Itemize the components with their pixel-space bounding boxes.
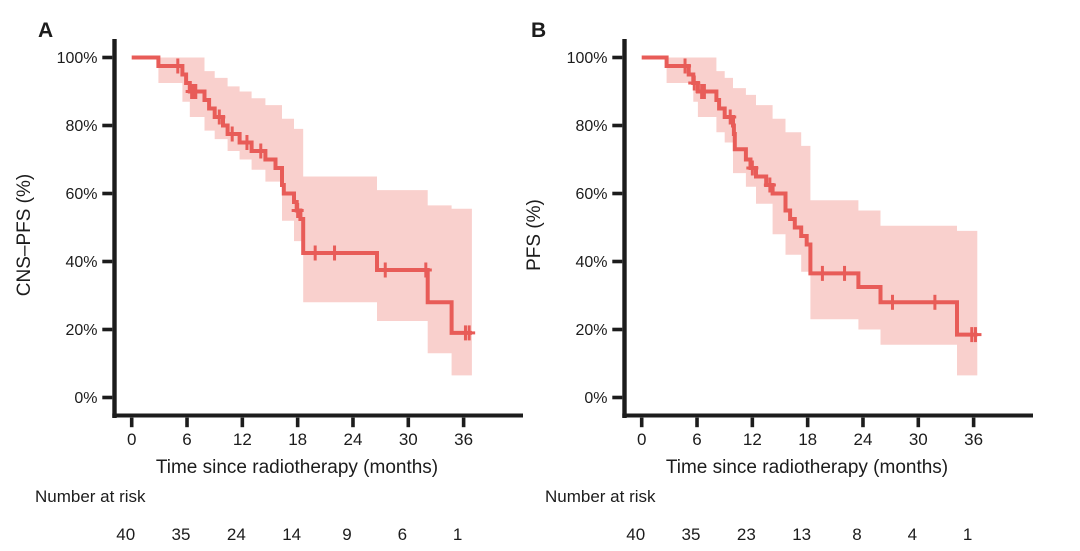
number-at-risk-value: 4 bbox=[908, 525, 917, 544]
x-axis-tick bbox=[805, 417, 810, 428]
panel-b-plot: 100% 80% 60% 40% 20% 0% 0 6 12 18 24 30 36 40 35 23 13 8 4… bbox=[567, 39, 1033, 544]
y-tick-label: 0% bbox=[584, 390, 607, 407]
x-axis-tick bbox=[351, 417, 355, 428]
panel-a-plot: 100% 80% 60% 40% 20% 0% 0 6 12 18 24 30 36 40 35 24 14 9 6… bbox=[57, 39, 524, 544]
y-axis-tick bbox=[612, 123, 623, 128]
x-axis-label-b: Time since radiotherapy (months) bbox=[666, 457, 948, 478]
y-axis-tick bbox=[612, 327, 623, 332]
panel-label-a: A bbox=[38, 19, 53, 42]
number-at-risk-value: 6 bbox=[398, 525, 407, 544]
y-axis-tick bbox=[612, 191, 623, 196]
risk-table-title-b: Number at risk bbox=[545, 487, 656, 506]
number-at-risk-value: 40 bbox=[626, 525, 645, 544]
y-axis-line bbox=[622, 39, 627, 418]
y-axis-tick bbox=[102, 327, 113, 332]
confidence-band bbox=[158, 57, 472, 376]
x-axis-tick bbox=[695, 417, 699, 428]
x-axis-tick bbox=[406, 417, 411, 428]
x-axis-tick bbox=[240, 417, 245, 428]
y-tick-label: 100% bbox=[57, 50, 98, 67]
x-axis-label-a: Time since radiotherapy (months) bbox=[156, 457, 438, 478]
risk-table-title-a: Number at risk bbox=[35, 487, 146, 506]
x-axis-tick bbox=[916, 417, 921, 428]
x-tick-label: 30 bbox=[909, 430, 928, 449]
x-axis-tick bbox=[295, 417, 300, 428]
x-axis-tick bbox=[185, 417, 189, 428]
y-axis-label-a: CNS–PFS (%) bbox=[14, 174, 35, 296]
x-axis-tick bbox=[461, 417, 466, 428]
x-tick-label: 36 bbox=[454, 430, 473, 449]
number-at-risk-value: 9 bbox=[342, 525, 351, 544]
number-at-risk-value: 40 bbox=[116, 525, 135, 544]
confidence-band bbox=[666, 57, 978, 376]
y-axis-tick bbox=[612, 395, 623, 400]
y-axis-line bbox=[112, 39, 117, 418]
x-tick-label: 12 bbox=[743, 430, 762, 449]
y-tick-label: 80% bbox=[65, 118, 97, 135]
x-tick-label: 30 bbox=[399, 430, 418, 449]
x-tick-label: 36 bbox=[964, 430, 983, 449]
number-at-risk-value: 35 bbox=[172, 525, 191, 544]
y-tick-label: 0% bbox=[74, 390, 97, 407]
y-tick-label: 60% bbox=[65, 186, 97, 203]
number-at-risk-value: 23 bbox=[737, 525, 756, 544]
number-at-risk-value: 24 bbox=[227, 525, 246, 544]
number-at-risk-value: 13 bbox=[792, 525, 811, 544]
y-tick-label: 20% bbox=[65, 322, 97, 339]
y-tick-label: 100% bbox=[567, 50, 608, 67]
number-at-risk-value: 35 bbox=[682, 525, 701, 544]
x-tick-label: 18 bbox=[798, 430, 817, 449]
y-axis-tick bbox=[612, 259, 623, 264]
number-at-risk-value: 1 bbox=[963, 525, 972, 544]
y-axis-tick bbox=[102, 191, 113, 196]
y-tick-label: 80% bbox=[575, 118, 607, 135]
x-axis-tick bbox=[861, 417, 865, 428]
y-axis-tick bbox=[102, 259, 113, 264]
number-at-risk-value: 1 bbox=[453, 525, 462, 544]
x-tick-label: 6 bbox=[182, 430, 191, 449]
y-axis-tick bbox=[102, 395, 113, 400]
y-tick-label: 20% bbox=[575, 322, 607, 339]
y-tick-label: 60% bbox=[575, 186, 607, 203]
number-at-risk-value: 14 bbox=[282, 525, 301, 544]
x-axis-line bbox=[622, 413, 1033, 418]
x-axis-line bbox=[112, 413, 524, 418]
panel-label-b: B bbox=[531, 19, 546, 42]
x-axis-tick bbox=[750, 417, 755, 428]
x-axis-tick bbox=[129, 417, 134, 428]
y-tick-label: 40% bbox=[65, 254, 97, 271]
y-axis-tick bbox=[102, 55, 113, 60]
x-tick-label: 12 bbox=[233, 430, 252, 449]
x-axis-tick bbox=[639, 417, 644, 428]
x-tick-label: 18 bbox=[288, 430, 307, 449]
number-at-risk-value: 8 bbox=[852, 525, 861, 544]
y-axis-label-b: PFS (%) bbox=[524, 199, 545, 271]
x-tick-label: 24 bbox=[344, 430, 363, 449]
y-axis-tick bbox=[612, 55, 623, 60]
y-axis-tick bbox=[102, 123, 113, 128]
x-tick-label: 24 bbox=[854, 430, 873, 449]
x-tick-label: 0 bbox=[127, 430, 136, 449]
y-tick-label: 40% bbox=[575, 254, 607, 271]
x-tick-label: 0 bbox=[637, 430, 646, 449]
x-axis-tick bbox=[971, 417, 976, 428]
x-tick-label: 6 bbox=[692, 430, 701, 449]
